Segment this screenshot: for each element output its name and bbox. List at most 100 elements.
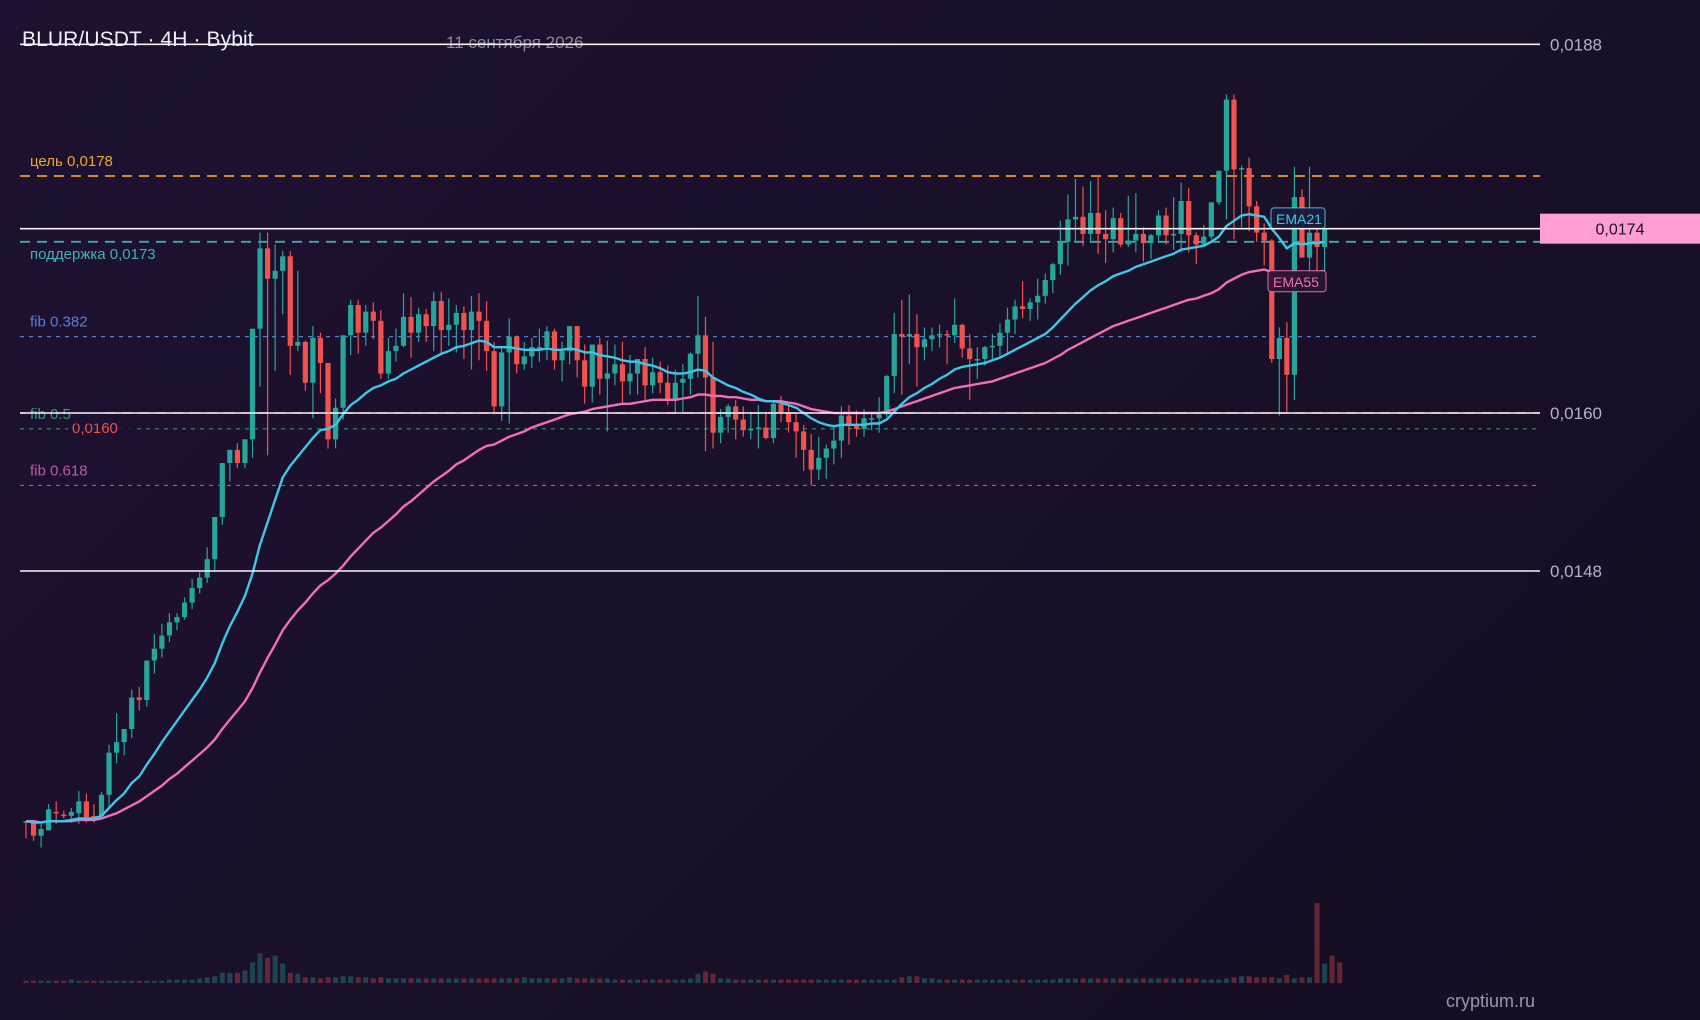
volume-bar — [280, 963, 286, 983]
current-price-value: 0,0174 — [1596, 222, 1645, 239]
volume-bar — [468, 978, 474, 983]
candle-body — [567, 326, 573, 352]
volume-bar — [1125, 978, 1131, 983]
candle-body — [234, 449, 240, 464]
volume-bar — [499, 978, 505, 983]
volume-bar — [687, 978, 693, 983]
candle-body — [468, 311, 475, 331]
candle-body — [1231, 99, 1237, 170]
candle-body — [1057, 241, 1063, 265]
volume-bar — [612, 979, 618, 983]
candle-body — [272, 270, 278, 279]
volume-bar — [197, 978, 203, 983]
candle-body — [1080, 216, 1086, 234]
candle-body — [544, 331, 550, 348]
level-label: fib 0.382 — [30, 314, 88, 331]
candle-body — [1004, 319, 1011, 333]
candle-body — [831, 440, 837, 449]
candle-body — [408, 316, 414, 333]
volume-bar — [446, 978, 452, 983]
candle-body — [551, 331, 558, 361]
candle-body — [793, 422, 799, 432]
volume-bar — [61, 980, 67, 983]
volume-bar — [91, 980, 97, 983]
volume-bar — [1208, 979, 1214, 983]
candle-body — [1254, 206, 1260, 233]
volume-bar — [355, 977, 361, 983]
volume-bar — [816, 979, 822, 983]
volume-bar — [899, 977, 905, 983]
candle-body — [634, 359, 641, 374]
volume-bar — [401, 978, 406, 983]
volume-bar — [1254, 977, 1260, 983]
volume-bar — [1057, 978, 1063, 983]
level-label: fib 0.618 — [30, 462, 88, 479]
candle-body — [348, 305, 354, 336]
candle-body — [1095, 212, 1101, 234]
level-label: поддержка 0,0173 — [30, 246, 156, 263]
candle-body — [53, 811, 59, 814]
candle-body — [1140, 233, 1146, 244]
volume-bar — [536, 978, 542, 983]
candle-body — [106, 752, 112, 795]
volume-bar — [212, 976, 218, 983]
candle-body — [718, 416, 724, 433]
volume-bar — [665, 979, 671, 983]
volume-bar — [295, 973, 301, 983]
candle-body — [853, 426, 860, 429]
candle-body — [242, 439, 248, 464]
candle-body — [83, 801, 89, 818]
volume-bar — [831, 979, 837, 983]
volume-bar — [823, 979, 829, 983]
volume-bar — [718, 978, 724, 983]
candle-body — [929, 335, 935, 340]
volume-bar — [144, 980, 150, 983]
volume-bar — [1050, 979, 1056, 983]
volume-bar — [423, 978, 429, 983]
candle-body — [680, 378, 686, 383]
candle-body — [431, 301, 437, 327]
volume-bar — [1020, 979, 1026, 983]
chart-title: BLUR/USDT · 4H · Bybit — [22, 28, 254, 51]
volume-bar — [869, 979, 875, 983]
volume-bar — [884, 979, 890, 983]
candle-body — [1193, 235, 1199, 245]
volume-bar — [129, 980, 135, 983]
volume-bar — [937, 979, 943, 983]
candle-body — [174, 617, 180, 623]
candle-body — [393, 345, 399, 352]
volume-bar — [929, 978, 935, 983]
ema21-line — [25, 213, 1325, 824]
volume-bar — [310, 977, 316, 983]
candle-body — [582, 360, 588, 387]
volume-bar — [461, 978, 467, 983]
candle-body — [159, 635, 165, 649]
volume-bar — [242, 970, 248, 983]
candle-body — [959, 324, 965, 349]
volume-bar — [1329, 955, 1335, 983]
volume-bar — [974, 979, 980, 983]
candle-body — [921, 339, 928, 348]
candle-body — [740, 419, 746, 431]
volume-bar — [1231, 977, 1237, 983]
volume-bar — [250, 962, 255, 983]
candle-body — [446, 324, 452, 331]
volume-bar — [340, 976, 346, 983]
volume-bar — [68, 979, 74, 983]
volume-bar — [1239, 976, 1245, 983]
volume-bar — [921, 978, 927, 983]
volume-bar — [1148, 978, 1154, 983]
volume-bar — [891, 979, 897, 983]
candle-body — [295, 341, 301, 346]
candle-body — [597, 344, 603, 379]
volume-bar — [114, 980, 120, 983]
y-tick-label: 0,0160 — [1550, 404, 1602, 423]
candle-body — [204, 559, 210, 578]
ema21-label: EMA21 — [1276, 211, 1322, 227]
volume-bar — [1095, 978, 1101, 983]
candle-body — [997, 332, 1003, 346]
candle-body — [1065, 219, 1071, 242]
volume-bar — [234, 972, 240, 983]
candle-body — [650, 372, 656, 386]
candle-body — [310, 337, 316, 383]
